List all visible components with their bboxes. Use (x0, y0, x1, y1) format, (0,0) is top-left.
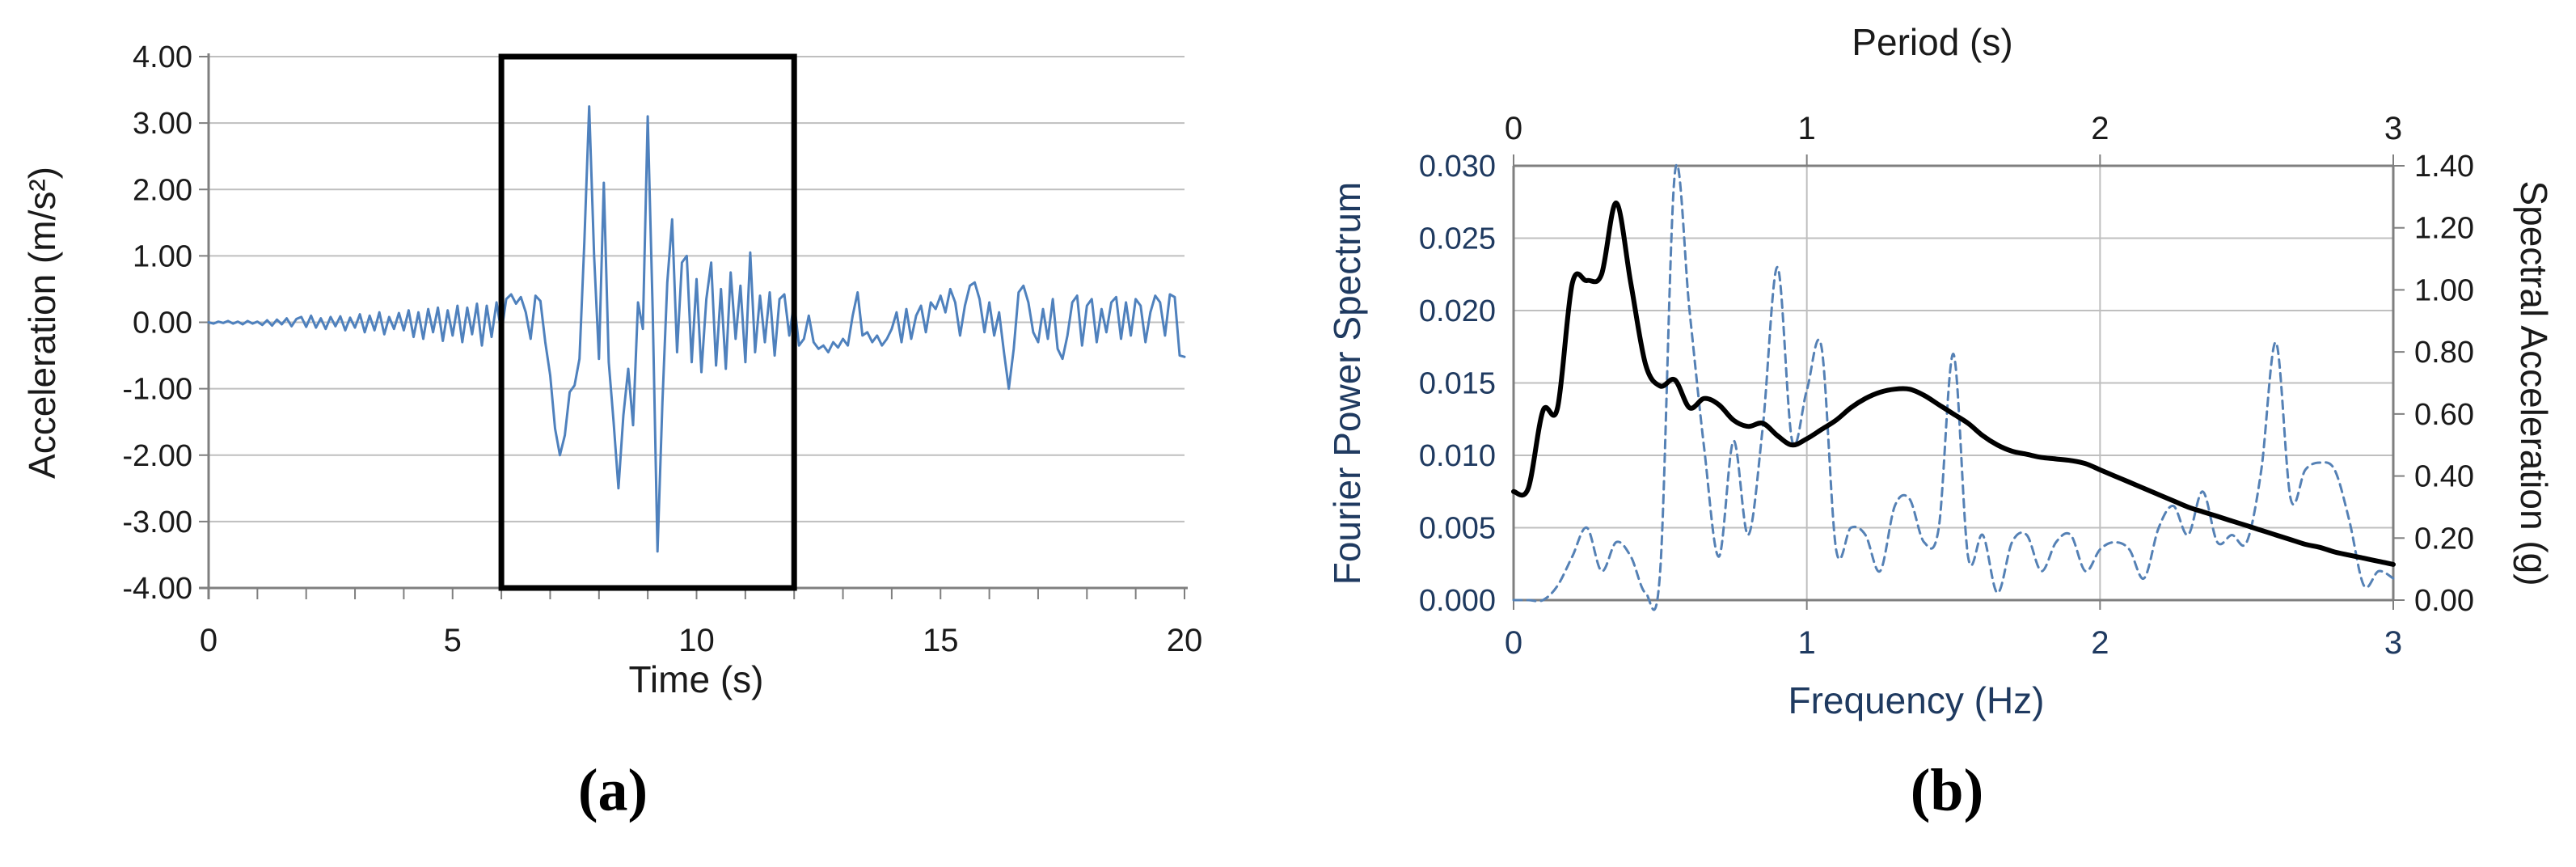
chart-b-right-tick-label: 0.80 (2414, 336, 2474, 370)
chart-b-bottom-tick-label: 2 (2091, 625, 2109, 661)
chart-a-highlight-box (498, 53, 797, 591)
chart-b-right-tick-label: 1.40 (2414, 150, 2474, 184)
chart-b-right-tick-label: 1.00 (2414, 273, 2474, 307)
chart-b-right-axis-title: Spectral Acceleration (g) (2513, 180, 2555, 586)
chart-b-right-tick-label: 1.20 (2414, 212, 2474, 246)
chart-a-y-tick-label: 3.00 (133, 107, 192, 141)
chart-a-acceleration-series (207, 105, 1186, 553)
chart-a-y-axis-title: Acceleration (m/s²) (21, 167, 63, 479)
chart-b-bottom-tick-label: 3 (2384, 625, 2402, 661)
chart-b-left-axis-title: Fourier Power Spectrum (1326, 181, 1368, 586)
chart-a-y-tick-label: 2.00 (133, 173, 192, 207)
chart-b-right-tick-label: 0.00 (2414, 584, 2474, 618)
chart-a-x-tick-label: 20 (1167, 623, 1203, 658)
chart-b-right-tick-label: 0.40 (2414, 460, 2474, 494)
chart-a-x-tick-label: 10 (678, 623, 715, 658)
chart-b-left-tick-label: 0.015 (1419, 367, 1496, 401)
chart-b-left-tick-label: 0.000 (1419, 584, 1496, 618)
chart-b-left-tick-label: 0.030 (1419, 150, 1496, 184)
chart-b-fourier-series (1512, 163, 2395, 611)
chart-a-y-tick-label: 0.00 (133, 307, 192, 340)
chart-a-y-tick-label: 4.00 (133, 40, 192, 74)
chart-a-y-tick-label: -3.00 (122, 505, 192, 539)
chart-a-x-tick-label: 15 (923, 623, 959, 658)
caption-b: (b) (1910, 757, 1984, 824)
chart-b-spectral-acceleration-series (1511, 200, 2396, 567)
chart-b-left-tick-label: 0.020 (1419, 294, 1496, 328)
chart-a-x-tick-label: 5 (444, 623, 462, 658)
chart-b-left-tick-label: 0.010 (1419, 439, 1496, 473)
chart-b-right-tick-label: 0.20 (2414, 522, 2474, 556)
chart-b-bottom-axis-title: Frequency (Hz) (1788, 679, 2045, 721)
chart-a-y-tick-label: -1.00 (122, 373, 192, 407)
chart-b-top-axis-title: Period (s) (1852, 21, 2013, 63)
chart-b-top-tick-label: 0 (1505, 111, 1522, 146)
chart-b-bottom-tick-label: 1 (1798, 625, 1816, 661)
chart-b-left-tick-label: 0.025 (1419, 222, 1496, 256)
chart-a-y-tick-label: -2.00 (122, 439, 192, 473)
chart-b-top-tick-label: 1 (1798, 111, 1816, 146)
caption-a: (a) (577, 757, 648, 824)
chart-b-bottom-tick-label: 0 (1505, 625, 1522, 661)
chart-b-right-tick-label: 0.60 (2414, 398, 2474, 432)
chart-b-left-tick-label: 0.005 (1419, 512, 1496, 546)
chart-a-y-tick-label: 1.00 (133, 239, 192, 273)
chart-b-top-tick-label: 3 (2384, 111, 2402, 146)
chart-a-x-axis-title: Time (s) (628, 658, 764, 700)
chart-a-y-tick-label: -4.00 (122, 572, 192, 606)
chart-a-x-tick-label: 0 (200, 623, 217, 658)
chart-b-top-tick-label: 2 (2091, 111, 2109, 146)
